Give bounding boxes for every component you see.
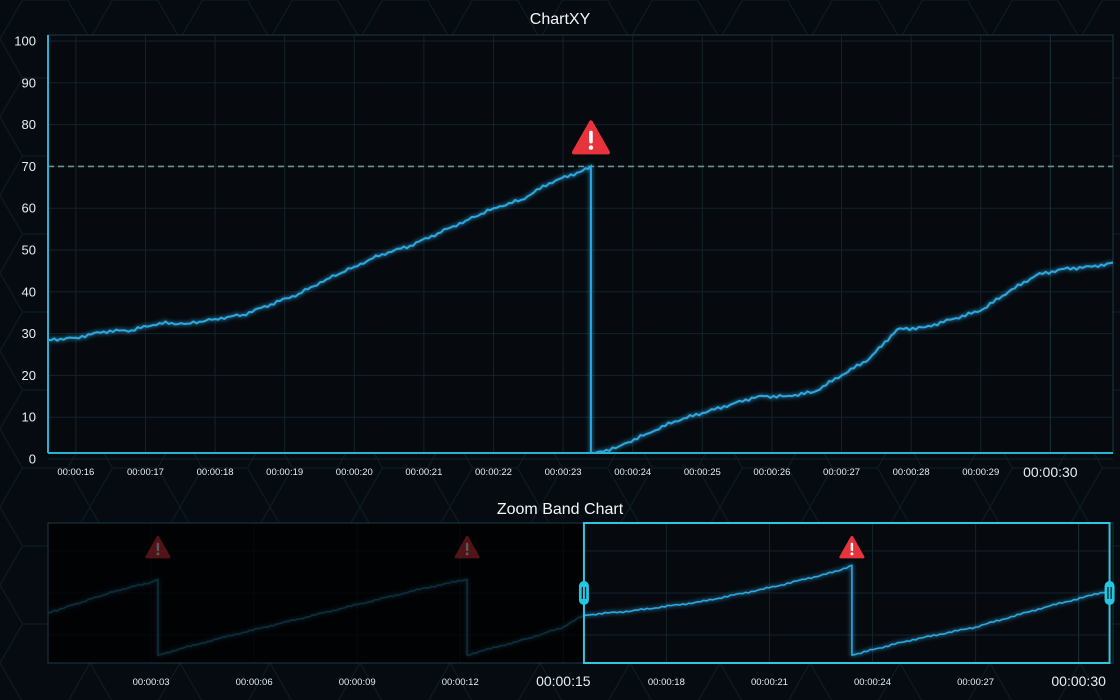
main-x-tick-label: 00:00:20 (336, 467, 373, 478)
main-x-tick-major-label: 00:00:30 (1023, 464, 1078, 480)
main-x-tick-label: 00:00:21 (405, 467, 442, 478)
main-x-tick-label: 00:00:22 (475, 467, 512, 478)
main-y-tick-label: 60 (22, 201, 36, 216)
main-y-tick-label: 10 (22, 410, 36, 425)
main-x-tick-label: 00:00:18 (197, 467, 234, 478)
main-y-tick-label: 30 (22, 326, 36, 341)
main-y-tick-label: 80 (22, 117, 36, 132)
zoom-band-handle-icon[interactable] (578, 581, 589, 605)
main-chart-title: ChartXY (530, 11, 591, 28)
main-series-line (48, 164, 1113, 453)
band-x-tick-major-label: 00:00:15 (536, 673, 591, 689)
main-y-tick-label: 0 (29, 452, 36, 467)
main-x-ticks: 00:00:16 00:00:17 00:00:18 00:00:19 00:00:20… (57, 464, 1077, 480)
main-plot-area[interactable] (47, 34, 1114, 454)
main-x-tick-label: 00:00:26 (753, 467, 790, 478)
main-y-tick-label: 40 (22, 284, 36, 299)
warning-triangle-icon (839, 535, 865, 559)
band-x-tick-label: 00:00:03 (133, 677, 170, 688)
zoom-band-chart: Zoom Band Chart 00:00:03 00:00:06 00:00:09… (47, 501, 1115, 689)
main-alerts (571, 120, 610, 155)
main-x-tick-label: 00:00:28 (893, 467, 930, 478)
band-x-tick-label: 00:00:27 (957, 677, 994, 688)
main-x-tick-label: 00:00:25 (684, 467, 721, 478)
main-x-tick-label: 00:00:29 (962, 467, 999, 478)
zoom-band-handles (578, 581, 1115, 605)
band-x-tick-label: 00:00:06 (236, 677, 273, 688)
main-x-tick-label: 00:00:16 (57, 467, 94, 478)
band-x-tick-label: 00:00:21 (751, 677, 788, 688)
zoom-band-x-ticks: 00:00:03 00:00:06 00:00:09 00:00:12 00:00:18… (133, 673, 1107, 689)
main-y-ticks: 0 10 20 30 40 50 60 70 80 90 100 (14, 34, 36, 467)
main-y-tick-label: 90 (22, 75, 36, 90)
main-y-tick-label: 70 (22, 159, 36, 174)
main-x-tick-label: 00:00:24 (614, 467, 651, 478)
band-x-tick-label: 00:00:18 (648, 677, 685, 688)
zoom-band-unselected-left (48, 523, 584, 663)
warning-triangle-icon (454, 535, 480, 559)
zoom-band-title: Zoom Band Chart (497, 501, 624, 518)
main-x-tick-label: 00:00:27 (823, 467, 860, 478)
main-y-tick-label: 100 (14, 34, 36, 49)
main-x-tick-label: 00:00:23 (545, 467, 582, 478)
band-x-tick-major-label: 00:00:30 (1051, 673, 1106, 689)
main-y-tick-label: 50 (22, 243, 36, 258)
band-x-tick-label: 00:00:09 (339, 677, 376, 688)
zoom-band-handle-icon[interactable] (1104, 581, 1115, 605)
main-y-tick-label: 20 (22, 368, 36, 383)
zoom-band-alerts (145, 535, 865, 559)
warning-triangle-icon (145, 535, 171, 559)
band-x-tick-label: 00:00:24 (854, 677, 891, 688)
band-x-tick-label: 00:00:12 (442, 677, 479, 688)
warning-triangle-icon (571, 120, 610, 155)
main-x-tick-label: 00:00:19 (266, 467, 303, 478)
main-x-tick-label: 00:00:17 (127, 467, 164, 478)
